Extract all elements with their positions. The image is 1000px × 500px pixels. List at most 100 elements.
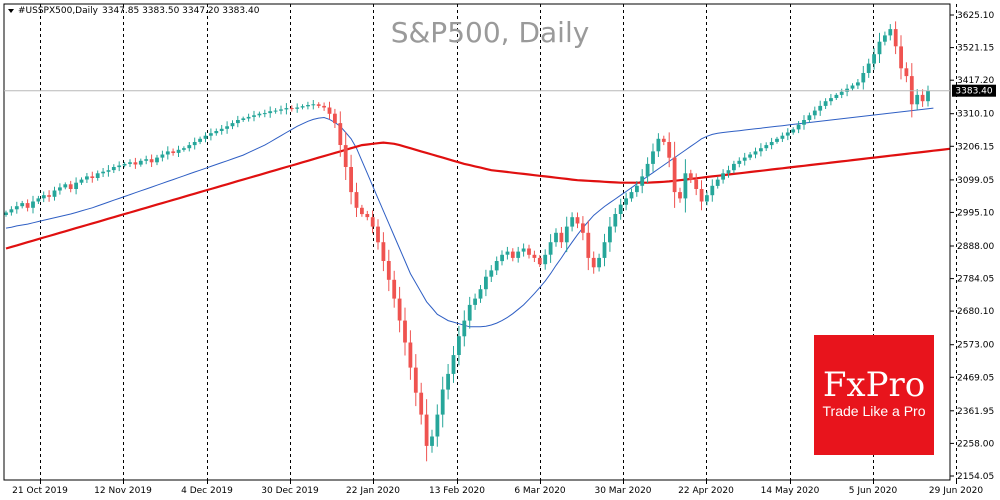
candle-body [899,46,903,69]
candle [683,159,688,213]
y-tick-label: 3206.15 [957,142,994,152]
x-tick-label: 30 Dec 2019 [261,486,319,496]
candle [262,109,267,118]
candle-body [705,195,709,202]
candle [311,100,316,110]
candle [354,182,359,217]
candle [721,169,725,184]
candle-body [742,157,747,161]
candle-body [467,304,472,321]
candle [376,219,380,250]
candle-body [473,298,477,305]
candle [527,244,531,259]
candle-body [586,232,591,258]
candle [899,35,903,80]
candle [338,111,343,157]
candle [85,173,89,183]
candle-body [413,367,418,393]
candle-body [349,167,353,193]
candle-body [624,198,628,205]
candle-body [494,261,499,271]
candles [4,21,930,462]
candle-body [14,206,19,210]
candle-body [823,101,828,106]
candle [397,286,402,333]
candle [419,382,424,425]
fxpro-logo-name: FxPro [823,365,925,405]
x-tick-label: 29 Jun 2020 [929,486,983,496]
candle-body [602,242,607,258]
candle-body [802,120,806,125]
candle-body [640,176,645,186]
y-tick-label: 3417.20 [957,76,994,86]
candle [79,177,84,185]
candle [591,251,596,274]
candle [748,152,752,161]
candle [4,210,8,217]
candle-body [678,192,682,199]
candle [710,179,715,202]
candle [705,191,709,206]
candle [133,157,138,169]
candle [500,250,504,266]
candle [214,128,219,136]
candle-body [866,63,871,73]
candle-body [764,145,769,149]
candle [872,48,876,70]
candle-body [419,392,424,415]
candle-body [537,257,542,265]
candle-body [829,98,833,102]
candle [796,121,801,134]
candle [769,137,774,150]
candle-body [236,120,240,124]
candle-body [295,107,300,109]
candle-body [570,217,575,227]
candle [31,195,35,214]
candle [651,143,655,172]
candle-body [122,163,127,166]
candle [742,152,747,166]
candle-body [521,248,526,252]
candle [753,147,758,159]
candle [408,330,413,380]
chart-title: S&P500, Daily [391,16,590,49]
candle [699,180,704,211]
candle [818,100,823,116]
candle [95,170,100,181]
candle-body [688,173,693,180]
candle-body [527,248,531,255]
y-tick-label: 2888.00 [957,242,994,252]
candle [667,132,672,168]
candle [629,188,634,202]
symbol-header: #USSPX500,Daily 3347.85 3383.50 3347.20 … [8,6,260,16]
candle [823,98,828,109]
x-tick-label: 22 Jan 2020 [346,486,400,496]
candle-body [699,189,704,202]
candle [236,115,240,128]
candle [333,108,337,128]
candle [440,376,445,428]
x-tick-label: 21 Oct 2019 [12,486,68,496]
candle [41,191,46,203]
candle [505,246,510,260]
candle-body [171,151,176,153]
candle-body [187,145,192,149]
candle-body [4,212,8,215]
x-tick-label: 22 Apr 2020 [678,486,734,496]
candle-body [117,165,122,168]
candle [608,217,612,252]
candle-body [95,173,100,178]
candle-body [246,116,251,119]
candle-body [284,108,289,110]
candle [462,310,467,347]
candle [306,101,310,110]
y-tick-label: 2680.10 [957,307,994,317]
fxpro-logo-box [814,335,934,455]
candle-body [877,41,882,55]
candle [586,220,591,271]
candle-body [155,157,159,163]
candle-body [915,94,920,105]
candle [155,154,159,166]
candle-body [818,105,823,111]
candle-body [381,242,386,261]
